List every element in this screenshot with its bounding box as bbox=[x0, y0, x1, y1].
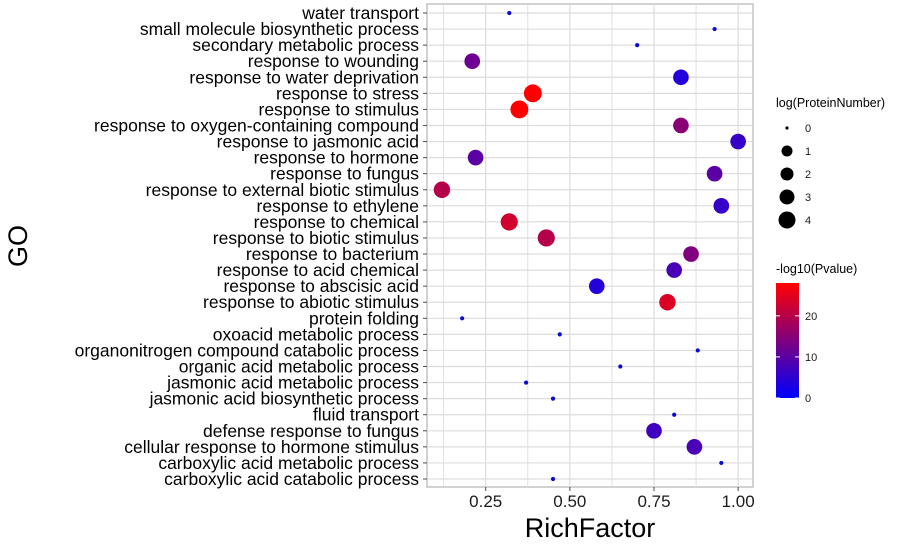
y-tick-label: response to external biotic stimulus bbox=[146, 180, 420, 200]
size-legend-key bbox=[779, 189, 795, 205]
y-axis-title: GO bbox=[3, 225, 33, 267]
data-point bbox=[672, 412, 677, 417]
size-legend-label: 0 bbox=[805, 123, 811, 135]
x-tick-label: 1.00 bbox=[722, 492, 755, 511]
data-point bbox=[673, 69, 689, 86]
data-point bbox=[686, 439, 703, 455]
data-point bbox=[646, 422, 662, 439]
data-point bbox=[507, 10, 512, 16]
y-tick-label: organonitrogen compound catabolic proces… bbox=[75, 340, 420, 360]
data-point bbox=[706, 165, 723, 182]
y-tick-label: response to biotic stimulus bbox=[213, 228, 419, 248]
y-tick-label: response to bacterium bbox=[246, 244, 419, 264]
y-tick-label: protein folding bbox=[309, 308, 419, 328]
data-points bbox=[433, 10, 746, 482]
y-tick-label: jasmonic acid biosynthetic process bbox=[149, 389, 420, 409]
data-point bbox=[719, 460, 724, 466]
color-bar bbox=[776, 283, 799, 398]
x-axis-title: RichFactor bbox=[525, 513, 656, 543]
color-legend-label: 10 bbox=[805, 352, 817, 364]
y-tick-label: water transport bbox=[301, 3, 419, 23]
data-point bbox=[523, 380, 529, 385]
data-point bbox=[666, 262, 683, 278]
color-legend-title: -log10(Pvalue) bbox=[776, 262, 857, 276]
y-tick-label: response to stimulus bbox=[259, 99, 420, 119]
data-point bbox=[467, 149, 484, 166]
y-tick-label: response to stress bbox=[276, 83, 419, 103]
data-point bbox=[713, 198, 730, 214]
data-point bbox=[510, 100, 529, 119]
y-tick-label: oxoacid metabolic process bbox=[213, 324, 419, 344]
plot-panel bbox=[423, 3, 754, 491]
x-tick-label: 0.75 bbox=[637, 492, 670, 511]
x-tick-label: 0.25 bbox=[469, 492, 502, 511]
size-legend-label: 2 bbox=[805, 169, 811, 181]
y-tick-label: defense response to fungus bbox=[203, 421, 419, 441]
data-point bbox=[557, 332, 562, 337]
data-point bbox=[500, 213, 518, 231]
y-tick-label: response to wounding bbox=[248, 51, 419, 71]
panel-border bbox=[426, 3, 754, 488]
x-tick-label: 0.50 bbox=[553, 492, 586, 511]
data-point bbox=[673, 117, 689, 134]
y-tick-label: response to chemical bbox=[254, 212, 419, 232]
y-tick-label: response to fungus bbox=[270, 164, 419, 184]
axis-ticks bbox=[423, 12, 739, 491]
data-point bbox=[433, 181, 451, 198]
data-point bbox=[659, 294, 676, 311]
y-tick-label: organic acid metabolic process bbox=[179, 357, 420, 377]
size-legend-label: 1 bbox=[805, 146, 811, 158]
y-tick-label: jasmonic acid metabolic process bbox=[166, 373, 419, 393]
size-legend: log(ProteinNumber) 0 1 2 3 4 bbox=[776, 96, 885, 229]
data-point bbox=[712, 26, 717, 32]
size-legend-key bbox=[785, 126, 789, 130]
y-tick-label: response to water deprivation bbox=[189, 67, 419, 87]
data-point bbox=[537, 229, 555, 247]
size-legend-key bbox=[780, 167, 794, 181]
data-point bbox=[635, 43, 640, 48]
y-tick-label: secondary metabolic process bbox=[192, 35, 419, 55]
size-legend-key bbox=[778, 211, 796, 229]
data-point bbox=[695, 348, 700, 353]
color-legend-label: 20 bbox=[805, 311, 817, 323]
data-point bbox=[588, 278, 605, 294]
data-point bbox=[730, 133, 746, 150]
y-tick-label: response to oxygen-containing compound bbox=[94, 115, 419, 135]
color-legend: -log10(Pvalue) 0 10 20 bbox=[776, 262, 857, 405]
y-tick-label: response to jasmonic acid bbox=[217, 132, 419, 152]
color-legend-label: 0 bbox=[805, 393, 811, 405]
y-tick-label: response to abiotic stimulus bbox=[203, 292, 419, 312]
size-legend-label: 4 bbox=[805, 215, 811, 227]
data-point bbox=[618, 364, 623, 369]
y-tick-label: fluid transport bbox=[313, 405, 419, 425]
data-point bbox=[523, 84, 542, 103]
y-tick-label: small molecule biosynthetic process bbox=[140, 19, 419, 39]
y-tick-label: response to ethylene bbox=[257, 196, 419, 216]
y-tick-label: response to abscisic acid bbox=[223, 276, 419, 296]
y-tick-label: carboxylic acid catabolic process bbox=[164, 469, 419, 489]
data-point bbox=[460, 316, 465, 321]
data-point bbox=[550, 396, 556, 401]
data-point bbox=[683, 246, 699, 262]
data-point bbox=[550, 476, 556, 482]
size-legend-label: 3 bbox=[805, 192, 811, 204]
x-axis-labels: 0.25 0.50 0.75 1.00 bbox=[469, 492, 755, 511]
y-tick-label: cellular response to hormone stimulus bbox=[124, 437, 419, 457]
grid-lines bbox=[427, 4, 753, 487]
y-tick-label: response to hormone bbox=[254, 148, 419, 168]
data-point bbox=[464, 53, 481, 70]
y-tick-label: carboxylic acid metabolic process bbox=[158, 453, 419, 473]
size-legend-title: log(ProteinNumber) bbox=[776, 96, 885, 110]
y-tick-label: response to acid chemical bbox=[217, 260, 419, 280]
size-legend-key bbox=[781, 145, 793, 157]
